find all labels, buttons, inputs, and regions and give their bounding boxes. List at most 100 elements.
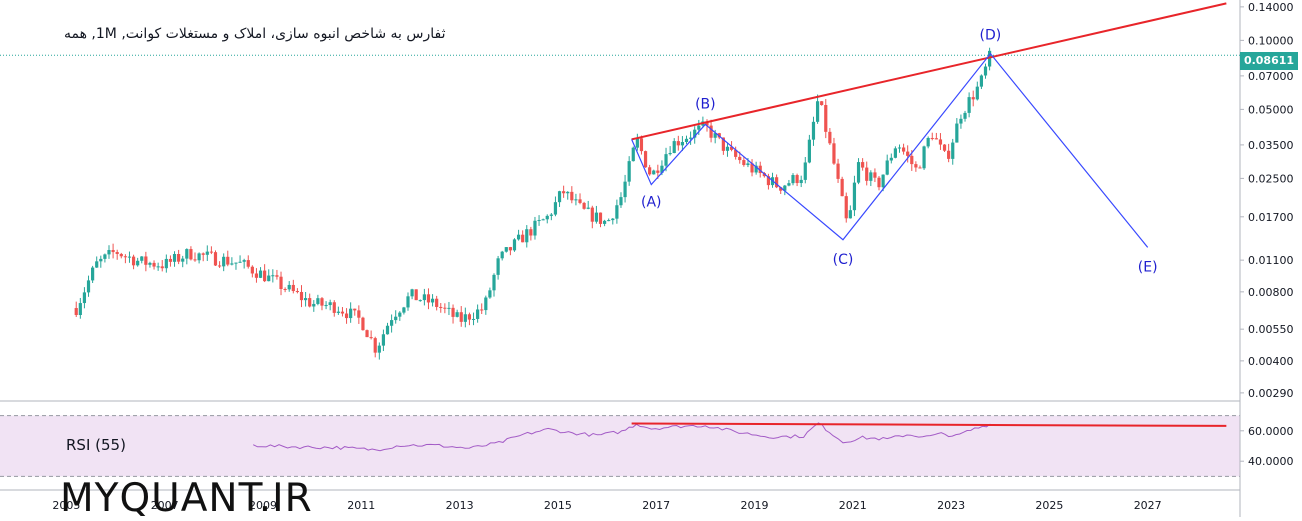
candle [95,256,99,268]
candle [439,303,443,313]
candle [287,281,291,292]
wave-label: (C) [833,252,854,268]
candle-body [172,253,177,262]
candle-body [541,219,545,221]
candle-body [721,137,725,151]
candle [308,293,312,308]
price-tick-label: 0.07000 [1248,70,1294,83]
candle-body [455,312,459,317]
candle-body [852,182,857,211]
candle [99,255,103,268]
candle [385,322,390,335]
candle [947,143,951,163]
candle [492,273,496,297]
candle-body [525,229,529,243]
candle [418,299,422,302]
candle-body [955,123,959,143]
candle [480,303,484,314]
candle-body [131,256,136,266]
candle [222,253,226,272]
time-tick-label: 2027 [1134,499,1162,512]
candle [144,251,148,272]
candle [160,260,164,272]
candle [615,199,619,224]
candle [611,218,615,225]
candle [938,133,943,150]
candle [901,143,906,155]
candle-body [815,101,820,122]
rsi-trendline [631,422,1227,427]
wave-pattern [631,52,1149,248]
candle [877,176,881,191]
candle-body [631,147,635,162]
candle-body [697,125,701,130]
candle [971,90,975,107]
candle-body [689,137,693,139]
candle [74,301,78,318]
candle [140,256,144,264]
candle [353,308,357,316]
candle-body [930,137,934,139]
candle-body [713,133,717,138]
candle [578,193,582,205]
wave-label: (B) [695,96,716,112]
candle [828,128,832,145]
candle-body [586,207,590,209]
candle [689,131,693,145]
candle-body [557,191,562,203]
candle [152,260,156,270]
candle-body [459,312,463,322]
candle [381,329,386,352]
candle [111,243,115,259]
candle-body [140,256,144,261]
candle [799,175,803,188]
candle-body [873,172,877,178]
candle-body [750,163,754,173]
candle-body [156,266,160,268]
price-tick-label: 0.01100 [1248,254,1294,267]
candle-body [193,259,197,261]
candle-body [906,151,910,156]
candle [979,74,984,90]
candle-body [824,105,828,132]
candle [267,269,271,282]
candle-body [361,317,365,331]
candle-body [807,139,811,163]
candle [672,138,676,154]
candle [369,330,373,340]
candle-body [664,154,668,166]
candle-body [680,142,685,146]
candle-body [201,253,205,255]
candle-body [476,309,480,319]
candle-body [562,191,566,194]
candle-body [95,261,99,268]
candle [455,309,459,318]
price-tick-label: 0.00290 [1248,387,1294,400]
candle [213,250,218,267]
candle [230,257,234,266]
candle [172,251,177,267]
candle-body [537,220,541,222]
candle-body [983,66,988,76]
candle [320,297,324,311]
candle-body [82,292,87,304]
candle [631,146,635,162]
candle [508,246,512,256]
candle-body [533,220,537,236]
candle [791,173,795,186]
candle-body [340,311,345,314]
candle-body [783,185,787,191]
candle [279,271,283,296]
candle-body [164,258,168,269]
candle [197,252,201,264]
candle-body [611,218,615,221]
candle [263,264,267,283]
candle-body [602,220,607,224]
candle [303,291,308,307]
candle [246,255,250,269]
candle [316,294,320,306]
candle [586,200,590,210]
candle [500,250,504,261]
